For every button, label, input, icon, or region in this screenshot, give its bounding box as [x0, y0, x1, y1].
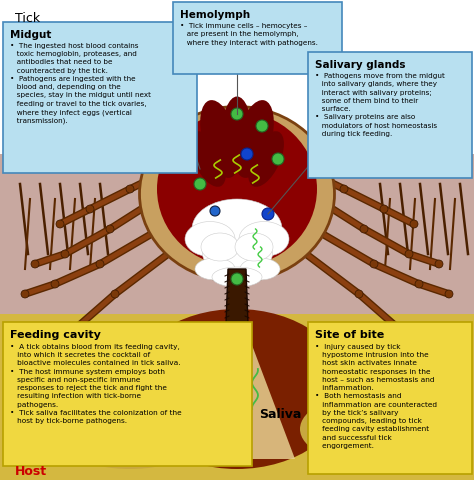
Text: •  A tick obtains blood from its feeding cavity,
   into which it secretes the c: • A tick obtains blood from its feeding …	[10, 343, 182, 423]
Ellipse shape	[234, 101, 274, 179]
Circle shape	[106, 226, 114, 233]
Circle shape	[360, 226, 368, 233]
Text: Host: Host	[15, 464, 47, 477]
Circle shape	[355, 290, 363, 299]
Circle shape	[425, 350, 433, 358]
Circle shape	[231, 274, 243, 286]
Circle shape	[262, 209, 274, 220]
Ellipse shape	[222, 97, 252, 172]
Ellipse shape	[239, 222, 289, 257]
Bar	[0, 314, 474, 480]
Circle shape	[41, 350, 49, 358]
Circle shape	[126, 186, 134, 193]
Ellipse shape	[240, 258, 280, 280]
Circle shape	[51, 280, 59, 288]
Circle shape	[56, 220, 64, 228]
Bar	[0, 155, 474, 339]
Ellipse shape	[200, 101, 240, 179]
Circle shape	[232, 324, 242, 334]
Text: Saliva: Saliva	[259, 408, 301, 420]
FancyBboxPatch shape	[308, 53, 472, 179]
Ellipse shape	[202, 240, 247, 269]
Circle shape	[405, 251, 413, 258]
Ellipse shape	[127, 309, 347, 469]
Circle shape	[111, 290, 119, 299]
Text: Hemolymph: Hemolymph	[180, 10, 250, 20]
Polygon shape	[175, 324, 295, 459]
Circle shape	[241, 149, 253, 161]
FancyBboxPatch shape	[3, 23, 197, 174]
Ellipse shape	[139, 107, 335, 282]
Ellipse shape	[157, 112, 317, 267]
Ellipse shape	[212, 267, 262, 288]
Text: •  Tick immune cells – hemocytes –
   are present in the hemolymph,
   where the: • Tick immune cells – hemocytes – are pr…	[180, 23, 318, 46]
Circle shape	[370, 261, 378, 268]
Circle shape	[395, 325, 403, 333]
FancyBboxPatch shape	[3, 323, 252, 466]
FancyBboxPatch shape	[308, 323, 472, 474]
Ellipse shape	[235, 233, 273, 262]
Ellipse shape	[300, 394, 440, 464]
Circle shape	[415, 280, 423, 288]
Text: Salivary glands: Salivary glands	[315, 60, 405, 70]
Circle shape	[445, 290, 453, 299]
Text: Tick: Tick	[15, 12, 40, 25]
Circle shape	[210, 206, 220, 216]
Ellipse shape	[192, 200, 282, 260]
Circle shape	[435, 261, 443, 268]
Ellipse shape	[210, 251, 264, 278]
Circle shape	[96, 261, 104, 268]
Bar	[232, 323, 242, 372]
Circle shape	[272, 154, 284, 166]
Text: •  The ingested host blood contains
   toxic hemoglobin, proteases, and
   antib: • The ingested host blood contains toxic…	[10, 43, 151, 124]
Circle shape	[71, 325, 79, 333]
Ellipse shape	[248, 132, 284, 187]
Circle shape	[21, 290, 29, 299]
FancyBboxPatch shape	[173, 3, 342, 75]
Text: •  Pathogens move from the midgut
   into salivary glands, where they
   interac: • Pathogens move from the midgut into sa…	[315, 73, 445, 136]
Circle shape	[256, 121, 268, 133]
Text: Midgut: Midgut	[10, 30, 51, 40]
Text: •  Injury caused by tick
   hypostome intrusion into the
   host skin activates : • Injury caused by tick hypostome intrus…	[315, 343, 437, 448]
Ellipse shape	[201, 233, 239, 262]
Ellipse shape	[185, 222, 235, 257]
Polygon shape	[226, 269, 248, 324]
Circle shape	[61, 251, 69, 258]
Circle shape	[231, 109, 243, 121]
Text: Site of bite: Site of bite	[315, 329, 384, 339]
Ellipse shape	[190, 132, 226, 187]
Circle shape	[380, 205, 388, 214]
Circle shape	[31, 261, 39, 268]
Ellipse shape	[195, 258, 235, 280]
Circle shape	[410, 220, 418, 228]
Ellipse shape	[228, 240, 273, 269]
Ellipse shape	[50, 389, 210, 469]
Circle shape	[86, 205, 94, 214]
Circle shape	[194, 179, 206, 191]
Circle shape	[340, 186, 348, 193]
Text: Feeding cavity: Feeding cavity	[10, 329, 101, 339]
